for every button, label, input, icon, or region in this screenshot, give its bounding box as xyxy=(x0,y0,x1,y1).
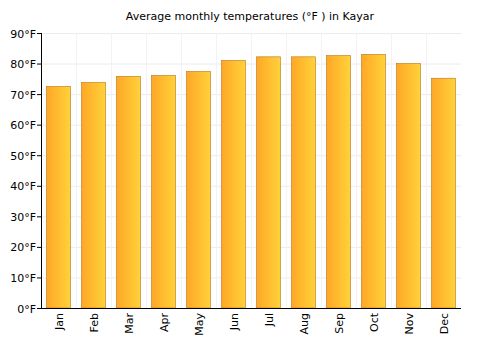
y-tick xyxy=(37,247,41,248)
bar xyxy=(117,76,141,308)
y-tick xyxy=(37,186,41,187)
bar xyxy=(432,78,456,308)
bars xyxy=(47,54,456,308)
chart-svg: Average monthly temperatures (°F ) in Ka… xyxy=(0,0,500,350)
grid-line-vertical xyxy=(181,33,182,308)
title: Average monthly temperatures (°F ) in Ka… xyxy=(126,10,375,23)
grid-line-vertical xyxy=(146,33,147,308)
bar xyxy=(187,72,211,309)
y-tick-label: 10°F xyxy=(10,272,36,285)
y-tick xyxy=(37,155,41,156)
x-tick-label: Oct xyxy=(368,312,381,332)
y-tick xyxy=(37,94,41,95)
bar xyxy=(327,56,351,308)
y-tick xyxy=(37,216,41,217)
grid-line-vertical xyxy=(321,33,322,308)
y-tick xyxy=(37,64,41,65)
y-tick-label: 50°F xyxy=(10,150,36,163)
grid-line-vertical xyxy=(426,33,427,308)
y-axis xyxy=(41,33,42,308)
grid-line-vertical xyxy=(216,33,217,308)
y-tick xyxy=(37,125,41,126)
grid-line-vertical xyxy=(76,33,77,308)
x-tick-label: Feb xyxy=(88,313,101,332)
y-tick-label: 20°F xyxy=(10,241,36,254)
x-tick-label: Mar xyxy=(123,313,136,334)
x-tick-label: Jul xyxy=(263,313,276,327)
y-tick-label: 30°F xyxy=(10,211,36,224)
chart-container: Average monthly temperatures (°F ) in Ka… xyxy=(0,0,500,350)
bar xyxy=(257,57,281,308)
x-tick-label: Jan xyxy=(53,313,66,331)
y-tick xyxy=(37,277,41,278)
x-tick-label: Aug xyxy=(298,313,311,334)
bar xyxy=(397,64,421,308)
x-tick-label: Jun xyxy=(228,313,241,331)
grid-line-vertical xyxy=(286,33,287,308)
bar xyxy=(152,75,176,308)
grid-line-vertical xyxy=(111,33,112,308)
y-tick-label: 0°F xyxy=(17,303,36,316)
bar xyxy=(82,83,106,309)
x-tick-label: Nov xyxy=(403,313,416,335)
x-tick-label: Apr xyxy=(158,313,171,333)
grid-line xyxy=(41,308,461,309)
bar xyxy=(222,61,246,309)
grid-line-vertical xyxy=(391,33,392,308)
x-tick-label: Dec xyxy=(438,313,451,334)
bar xyxy=(362,54,386,308)
x-axis xyxy=(41,308,461,309)
y-tick xyxy=(37,308,41,309)
y-tick-label: 60°F xyxy=(10,119,36,132)
x-tick-label: May xyxy=(193,313,206,336)
grid-line-vertical xyxy=(356,33,357,308)
bar xyxy=(292,57,316,308)
grid-line-vertical xyxy=(251,33,252,308)
y-tick-label: 80°F xyxy=(10,58,36,71)
y-tick-label: 40°F xyxy=(10,180,36,193)
bar xyxy=(47,86,71,308)
x-tick-label: Sep xyxy=(333,313,346,334)
y-tick xyxy=(37,33,41,34)
y-tick-label: 70°F xyxy=(10,89,36,102)
y-tick-label: 90°F xyxy=(10,28,36,41)
